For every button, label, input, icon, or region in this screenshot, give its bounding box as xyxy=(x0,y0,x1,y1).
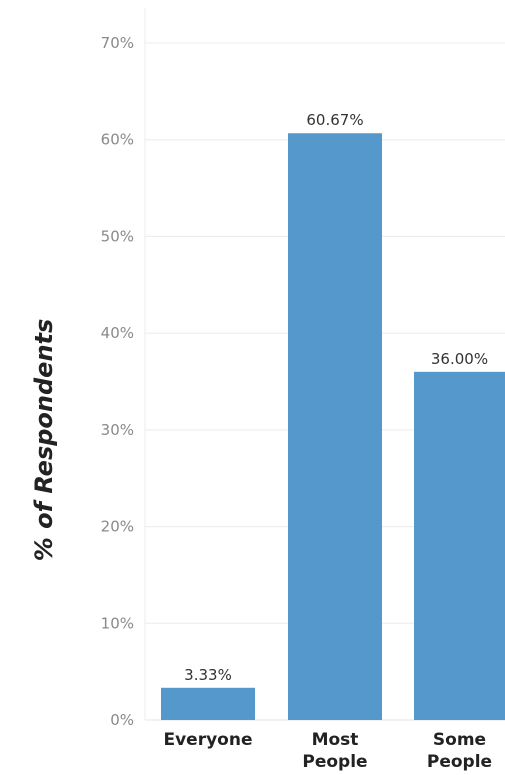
y-tick-label: 40% xyxy=(101,324,134,342)
y-axis-ticks: 0% 10% 20% 30% 40% 50% 60% 70% xyxy=(101,34,134,729)
data-label: 60.67% xyxy=(306,111,363,129)
data-label: 36.00% xyxy=(431,350,488,368)
bars xyxy=(161,133,505,720)
y-tick-label: 50% xyxy=(101,227,134,245)
bar xyxy=(161,687,255,720)
y-axis-title: % of Respondents xyxy=(30,319,58,562)
y-tick-label: 0% xyxy=(110,711,134,729)
y-tick-label: 10% xyxy=(101,614,134,632)
y-tick-label: 70% xyxy=(101,34,134,52)
x-tick-label: Some People xyxy=(427,730,492,772)
bar xyxy=(288,133,382,720)
y-tick-label: 30% xyxy=(101,421,134,439)
y-tick-label: 20% xyxy=(101,518,134,536)
bar xyxy=(414,371,505,720)
data-labels: 3.33% 60.67% 36.00% xyxy=(184,111,488,684)
x-axis-categories: Everyone Most People Some People xyxy=(163,730,492,772)
data-label: 3.33% xyxy=(184,666,232,684)
x-tick-label: Most People xyxy=(302,730,367,772)
x-tick-label: Everyone xyxy=(163,730,252,750)
y-tick-label: 60% xyxy=(101,131,134,149)
